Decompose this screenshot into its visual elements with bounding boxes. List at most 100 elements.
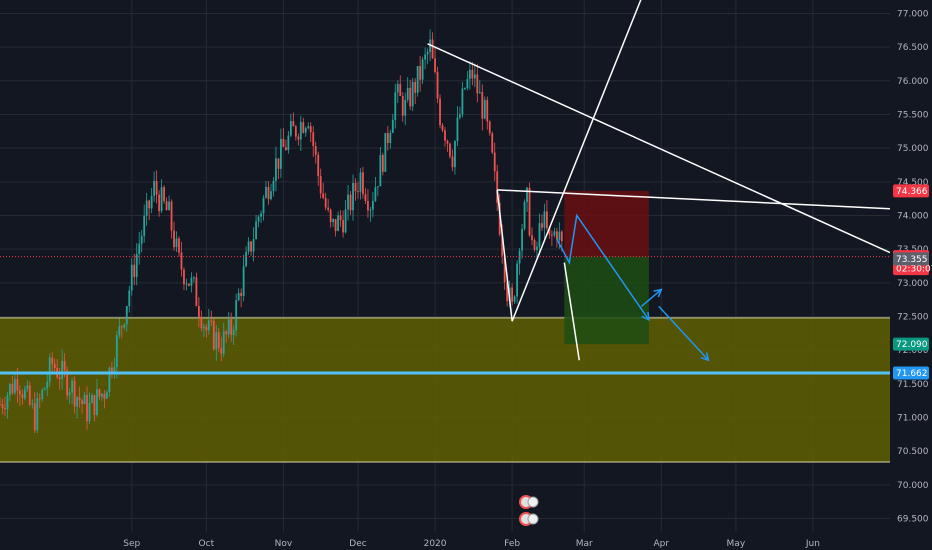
candle-body xyxy=(426,52,429,55)
time-tick-label: Sep xyxy=(123,539,140,549)
candle xyxy=(145,192,148,226)
candle-body xyxy=(86,394,88,422)
candle xyxy=(302,117,305,134)
short-position-box[interactable] xyxy=(564,190,649,345)
candle xyxy=(170,199,173,239)
candle xyxy=(419,56,422,92)
candle-body xyxy=(123,324,126,328)
candle-body xyxy=(91,394,93,404)
candle-body xyxy=(88,403,91,422)
candle xyxy=(51,352,54,374)
projection-arrows[interactable] xyxy=(556,213,710,362)
candle xyxy=(459,106,461,120)
candle-body xyxy=(476,74,479,94)
candle xyxy=(367,189,369,218)
candle xyxy=(160,179,163,213)
candle-body xyxy=(297,136,300,140)
candle-body xyxy=(277,158,280,169)
candle xyxy=(103,390,106,409)
candle-body xyxy=(516,263,518,297)
candle-body xyxy=(327,207,330,210)
candle xyxy=(93,394,96,422)
candle-body xyxy=(180,252,183,270)
candle-body xyxy=(41,389,44,400)
candle-body xyxy=(220,347,223,354)
candle xyxy=(195,272,198,307)
candle xyxy=(4,397,6,417)
candle xyxy=(43,387,46,391)
candle-body xyxy=(289,121,292,136)
candle-body xyxy=(235,300,238,331)
candle xyxy=(81,399,83,414)
candle xyxy=(190,272,193,293)
time-tick-label: May xyxy=(727,539,746,549)
candle xyxy=(399,75,402,97)
candle-body xyxy=(260,213,262,217)
candle-body xyxy=(560,231,563,242)
candle-body xyxy=(471,69,474,79)
candle xyxy=(48,353,51,388)
event-icons[interactable] xyxy=(519,495,539,526)
candle-body xyxy=(483,99,486,119)
candle-body xyxy=(225,331,228,335)
candle xyxy=(521,223,523,259)
stop-zone xyxy=(564,190,649,257)
candle xyxy=(449,142,451,159)
earnings-event-icon[interactable] xyxy=(519,512,539,526)
candle-body xyxy=(185,283,188,285)
candle-body xyxy=(429,39,431,53)
zone-fill xyxy=(0,317,890,462)
candle xyxy=(439,94,441,129)
candle xyxy=(148,199,151,221)
price-tag-box xyxy=(893,366,929,380)
candle-body xyxy=(493,152,496,172)
candle-body xyxy=(376,186,379,188)
dividend-event-icon[interactable] xyxy=(519,495,539,509)
candle xyxy=(242,254,245,302)
time-axis[interactable]: Sep Oct Nov Dec 2020 Feb Mar Apr May Jun xyxy=(123,539,820,549)
candle xyxy=(227,311,230,339)
candle xyxy=(178,236,180,257)
candle xyxy=(424,47,427,70)
candle-body xyxy=(404,99,407,116)
candle xyxy=(115,331,118,379)
candle xyxy=(533,237,536,253)
candle-body xyxy=(150,195,153,209)
candle xyxy=(481,84,484,131)
candle xyxy=(275,146,277,192)
candle xyxy=(491,131,494,154)
candle xyxy=(518,247,521,275)
arrow-head xyxy=(653,288,663,298)
candle xyxy=(357,181,359,199)
candle xyxy=(411,77,414,112)
candle xyxy=(284,139,287,151)
candle-body xyxy=(359,172,362,192)
trendlines[interactable] xyxy=(427,0,891,361)
candle-body xyxy=(262,197,265,214)
candle xyxy=(307,122,310,130)
candle xyxy=(96,378,98,417)
candle-body xyxy=(468,69,471,79)
candle-body xyxy=(523,201,526,229)
candle xyxy=(342,210,344,238)
candle-body xyxy=(93,394,96,415)
candle-body xyxy=(473,74,476,79)
candle xyxy=(466,70,469,91)
candle-body xyxy=(369,209,372,211)
candle xyxy=(168,195,170,211)
candle xyxy=(546,200,548,231)
candle-body xyxy=(217,332,220,348)
candle xyxy=(337,211,340,232)
candle xyxy=(130,258,133,296)
candle xyxy=(299,115,302,151)
candle xyxy=(362,166,364,199)
candle-body xyxy=(108,367,111,392)
candle-body xyxy=(43,388,46,390)
trendline xyxy=(496,189,513,322)
candle-body xyxy=(255,221,257,239)
candle xyxy=(165,197,168,211)
candle-body xyxy=(491,133,494,153)
candle-body xyxy=(71,380,73,393)
candle-body xyxy=(16,379,19,391)
